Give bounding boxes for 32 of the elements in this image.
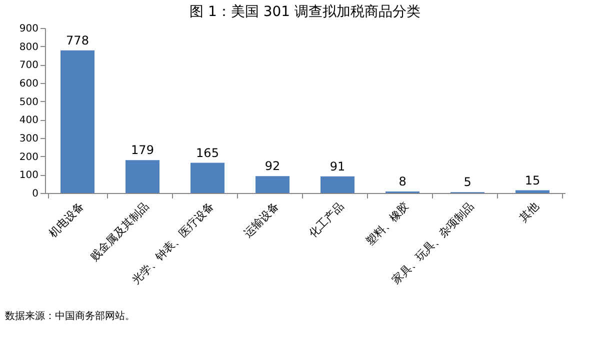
data-label: 92 bbox=[264, 159, 280, 174]
bar bbox=[320, 176, 354, 193]
x-tick-label: 运输设备 bbox=[241, 200, 282, 240]
y-tick-label: 900 bbox=[19, 24, 38, 34]
y-tick-label: 800 bbox=[19, 42, 38, 53]
data-label: 15 bbox=[524, 173, 540, 188]
chart-title: 图 1：美国 301 调查拟加税商品分类 bbox=[190, 4, 420, 20]
source-note: 数据来源：中国商务部网站。 bbox=[5, 310, 135, 322]
bar bbox=[60, 50, 94, 193]
y-tick-label: 400 bbox=[19, 115, 38, 126]
y-tick-label: 700 bbox=[19, 60, 38, 72]
bar bbox=[256, 176, 290, 193]
y-tick-label: 100 bbox=[19, 170, 38, 182]
y-tick-label: 300 bbox=[19, 134, 38, 144]
bar bbox=[190, 162, 224, 193]
y-tick-label: 600 bbox=[19, 78, 38, 90]
x-tick-label: 机电设备 bbox=[46, 200, 86, 240]
x-tick-label: 塑料、橡胶 bbox=[363, 200, 412, 248]
bar bbox=[126, 160, 160, 193]
bar bbox=[516, 190, 550, 193]
y-tick-label: 500 bbox=[19, 96, 38, 108]
x-tick-label: 贱金属及其制品 bbox=[88, 200, 152, 264]
y-tick-label: 200 bbox=[19, 152, 38, 163]
data-label: 5 bbox=[464, 175, 472, 190]
x-tick-label: 化工产品 bbox=[306, 200, 346, 240]
y-tick-label: 0 bbox=[32, 188, 38, 200]
data-label: 165 bbox=[196, 146, 219, 160]
data-label: 778 bbox=[66, 33, 89, 48]
x-tick-label: 其他 bbox=[516, 200, 542, 225]
data-label: 179 bbox=[131, 143, 154, 158]
data-label: 91 bbox=[330, 159, 346, 174]
data-label: 8 bbox=[398, 174, 406, 189]
